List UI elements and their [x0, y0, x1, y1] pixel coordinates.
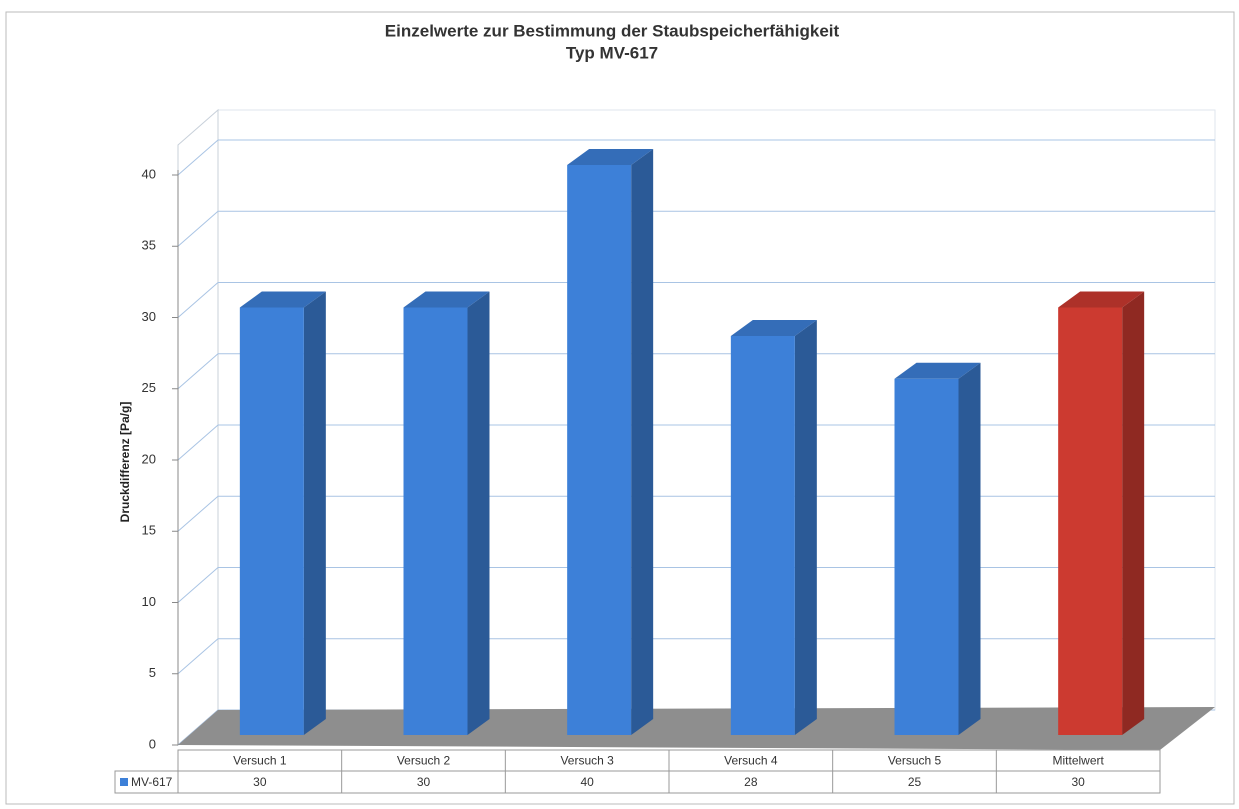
chart-title: Einzelwerte zur Bestimmung der Staubspei… — [385, 21, 840, 40]
y-tick-label: 0 — [149, 736, 156, 751]
x-tick-label: Mittelwert — [1052, 754, 1104, 768]
x-tick-label: Versuch 1 — [233, 754, 287, 768]
bar-top — [1058, 291, 1145, 308]
bar-top — [730, 320, 817, 336]
grid-line — [177, 424, 1215, 461]
bar-side — [1122, 291, 1145, 735]
y-tick-label: 5 — [149, 665, 156, 680]
y-tick-label: 40 — [142, 166, 156, 181]
chart-border — [5, 11, 1235, 805]
grid-line — [177, 638, 1215, 675]
legend-key — [120, 778, 128, 786]
x-tick-label: Versuch 4 — [724, 754, 778, 768]
bar-side — [794, 320, 817, 735]
bar-top — [894, 362, 981, 379]
bar-top — [567, 149, 654, 165]
x-tick-label: Versuch 5 — [888, 754, 942, 768]
grid-line — [177, 210, 1215, 247]
bar-side — [631, 149, 654, 735]
bar — [894, 378, 959, 735]
grid-line — [177, 353, 1215, 390]
bar — [403, 307, 468, 735]
grid-line — [177, 495, 1215, 532]
bar — [1058, 307, 1123, 735]
table-key-cell — [114, 770, 178, 794]
bar — [239, 307, 304, 735]
table-value: 25 — [908, 775, 922, 789]
y-tick-label: 25 — [142, 380, 156, 395]
y-axis-title: Druckdifferenz [Pa/g] — [118, 402, 132, 523]
table-value: 40 — [580, 775, 594, 789]
legend-label: MV-617 — [131, 775, 173, 789]
y-tick-label: 10 — [142, 594, 156, 609]
bar — [567, 165, 632, 735]
bar-side — [958, 362, 981, 735]
y-tick-label: 20 — [142, 451, 156, 466]
bar — [730, 336, 795, 735]
grid-line — [177, 567, 1215, 603]
grid-line — [177, 282, 1215, 318]
y-tick-label: 15 — [142, 523, 156, 538]
bar-top — [403, 291, 490, 308]
grid-line — [177, 139, 1215, 176]
table-value: 30 — [1071, 775, 1085, 789]
bar-top — [239, 291, 326, 308]
x-tick-label: Versuch 2 — [397, 754, 451, 768]
x-tick-label: Versuch 3 — [560, 754, 614, 768]
chart-subtitle: Typ MV-617 — [566, 43, 658, 62]
table-value: 30 — [253, 775, 267, 789]
bar-side — [467, 291, 490, 735]
side-wall — [177, 108, 219, 747]
y-tick-label: 35 — [142, 238, 156, 253]
y-tick-label: 30 — [142, 309, 156, 324]
bar-side — [303, 291, 326, 735]
table-value: 30 — [417, 775, 431, 789]
table-value: 28 — [744, 775, 758, 789]
